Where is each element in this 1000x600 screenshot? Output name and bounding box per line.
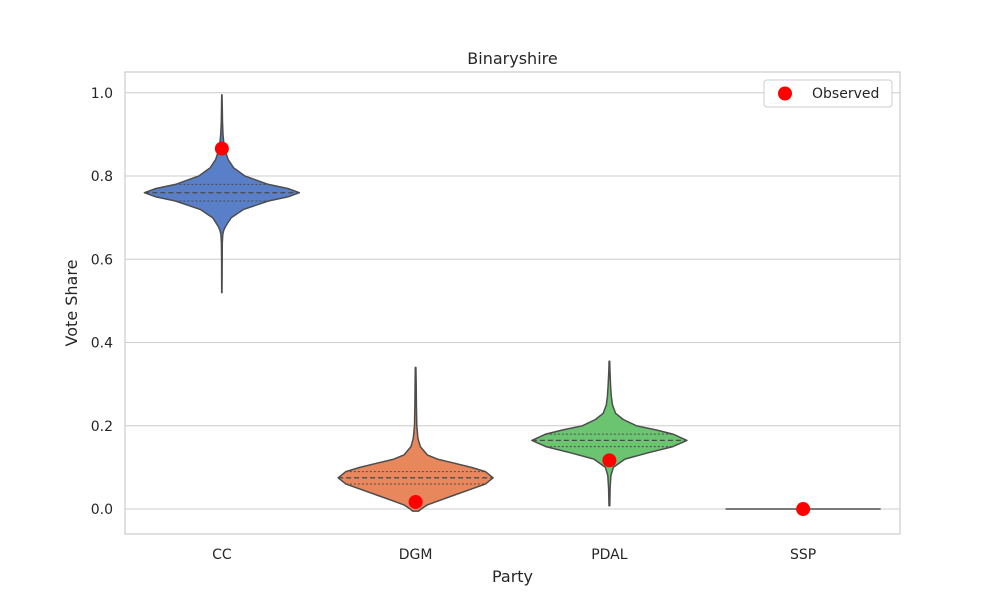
x-tick-label: CC: [212, 547, 232, 563]
y-tick-label: 0.0: [91, 502, 113, 518]
x-axis-label: Party: [492, 567, 533, 586]
y-axis-label: Vote Share: [62, 260, 81, 347]
violin-body: [531, 360, 688, 507]
observed-point-ssp: [796, 502, 811, 517]
violin-body: [337, 366, 494, 512]
x-tick-label: DGM: [399, 547, 433, 563]
x-tick-label: SSP: [790, 547, 816, 563]
observed-point-cc: [214, 141, 229, 156]
y-tick-label: 0.2: [91, 419, 113, 435]
y-tick-label: 0.8: [91, 169, 113, 185]
legend: Observed: [763, 79, 893, 108]
chart-title: Binaryshire: [467, 49, 557, 68]
legend-marker-observed: [778, 86, 792, 101]
x-axis-ticks: CC DGM PDAL SSP: [212, 547, 816, 563]
violin-body: [143, 94, 301, 294]
violin-cc: [143, 94, 301, 294]
violin-pdal: [531, 360, 688, 507]
y-tick-label: 1.0: [91, 86, 113, 102]
violin-dgm: [337, 366, 494, 512]
observed-point-dgm: [408, 494, 423, 509]
violins: [143, 94, 881, 512]
observed-point-pdal: [602, 453, 617, 468]
plot-frame: [124, 71, 901, 535]
plot-background: [125, 72, 900, 534]
x-tick-label: PDAL: [591, 547, 628, 563]
legend-frame: [763, 79, 893, 108]
observed-points: [214, 141, 811, 517]
y-tick-label: 0.4: [91, 336, 113, 352]
y-axis-ticks: 0.0 0.2 0.4 0.6 0.8 1.0: [91, 86, 113, 518]
legend-label-observed: Observed: [812, 86, 879, 102]
y-tick-label: 0.6: [91, 252, 113, 268]
